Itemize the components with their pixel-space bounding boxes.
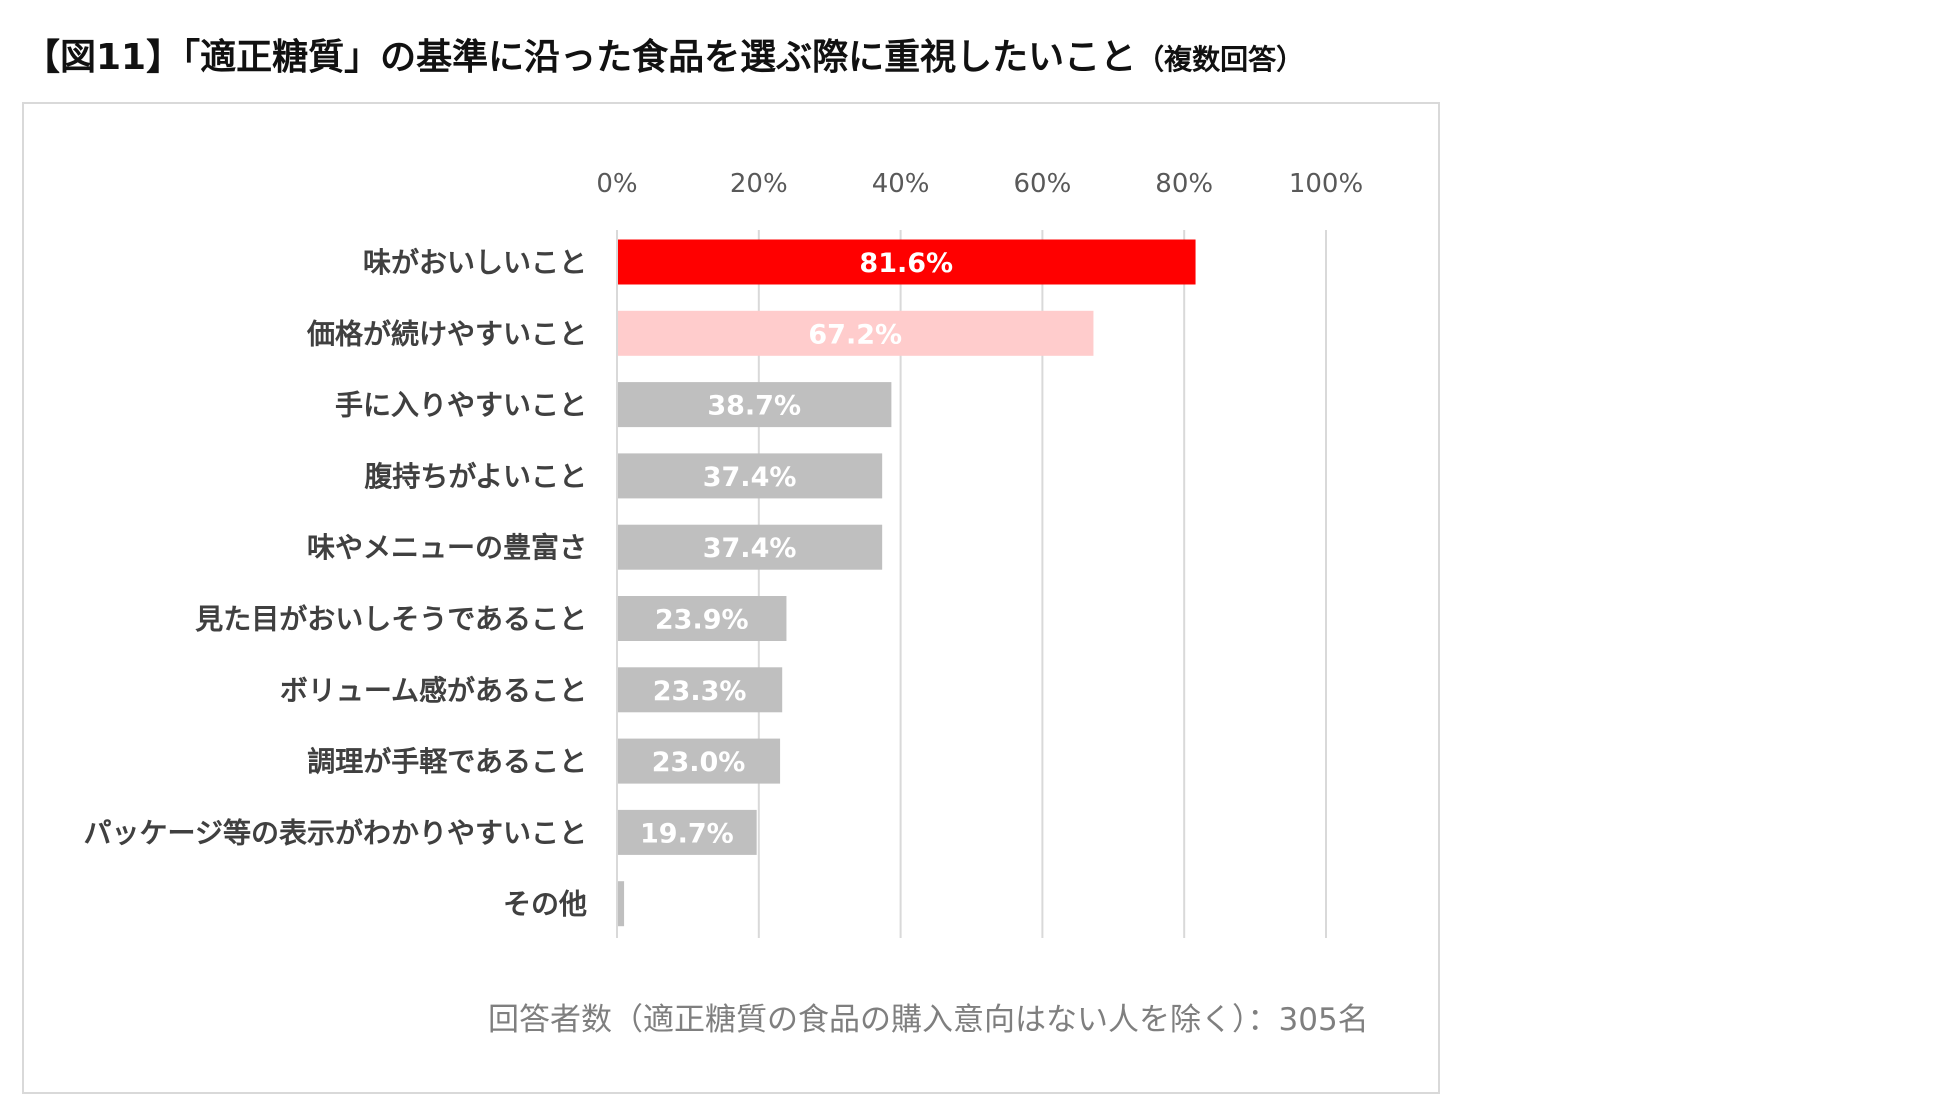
category-label-1: 価格が続けやすいこと [306,317,587,350]
bar-3 [617,453,883,499]
bar-9 [617,881,625,927]
value-label-8: 19.7% [640,818,734,849]
category-label-6: ボリューム感があること [280,674,587,707]
category-label-8: パッケージ等の表示がわかりやすいこと [84,816,587,849]
bar-8 [617,809,757,855]
bar-6 [617,667,783,713]
bar-1 [617,310,1094,356]
bar-4 [617,524,883,570]
x-tick-label-0: 0% [596,169,637,199]
bar-7 [617,738,781,784]
category-label-9: その他 [503,888,587,921]
bar-5 [617,596,787,641]
x-tick-label-40: 40% [872,169,930,199]
value-label-0: 81.6% [859,248,953,279]
category-label-2: 手に入りやすいこと [335,389,587,422]
category-label-0: 味がおいしいこと [363,246,587,279]
bar-0 [617,239,1196,285]
value-label-5: 23.9% [655,605,749,636]
x-tick-label-100: 100% [1289,169,1363,199]
respondent-count-note: 回答者数（適正糖質の食品の購入意向はない人を除く）：305名 [488,1002,1369,1038]
category-label-3: 腹持ちがよいこと [364,460,587,493]
value-label-2: 38.7% [707,391,801,422]
figure-title-text: 【図11】「適正糖質」の基準に沿った食品を選ぶ際に重視したいこと [24,37,1137,78]
value-label-6: 23.3% [653,676,747,707]
value-label-1: 67.2% [808,319,902,350]
x-tick-label-80: 80% [1155,169,1213,199]
x-tick-label-20: 20% [730,169,788,199]
value-label-4: 37.4% [703,533,797,564]
value-label-3: 37.4% [703,462,797,493]
value-label-7: 23.0% [652,747,746,778]
bar-2 [617,382,892,428]
bar-chart: 0% 20% 40% 60% 80% 100% 味がおいしいこと 81.6% 価格が続けやすいこ… [84,169,1363,938]
category-label-5: 見た目がおいしそうであること [195,603,587,636]
category-label-7: 調理が手軽であること [307,745,587,778]
category-label-4: 味やメニューの豊富さ [307,531,587,564]
x-tick-label-60: 60% [1014,169,1072,199]
figure-title: 【図11】「適正糖質」の基準に沿った食品を選ぶ際に重視したいこと（複数回答） [24,28,1304,80]
figure-subtitle: （複数回答） [1136,43,1305,76]
chart-frame: 0% 20% 40% 60% 80% 100% 味がおいしいこと 81.6% 価格が続けやすいこ… [22,102,1440,1094]
